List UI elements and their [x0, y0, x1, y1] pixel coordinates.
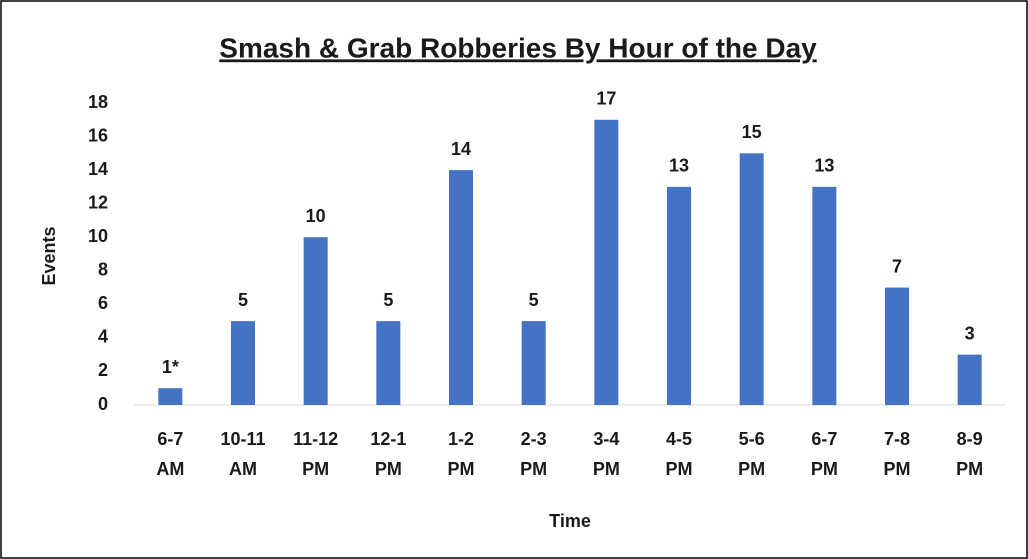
- data-label: 5: [238, 290, 248, 310]
- chart-title: Smash & Grab Robberies By Hour of the Da…: [219, 32, 817, 63]
- x-tick-label: 6-7 PM: [811, 429, 838, 479]
- x-tick-label: 10-11 AM: [220, 429, 265, 479]
- y-tick-label: 16: [88, 125, 108, 145]
- x-tick-label: 8-9 PM: [956, 429, 983, 479]
- x-tick-label-line: PM: [956, 459, 983, 479]
- bar: [303, 237, 328, 405]
- x-tick-label-line: 1-2: [448, 429, 474, 449]
- x-tick-label: 12-1 PM: [370, 429, 406, 479]
- x-tick-label: 4-5 PM: [666, 429, 693, 479]
- y-tick-label: 10: [88, 226, 108, 246]
- data-label: 5: [529, 290, 539, 310]
- x-tick-label-line: AM: [156, 459, 184, 479]
- bar: [158, 388, 183, 405]
- x-tick-label-line: 10-11: [220, 429, 265, 449]
- data-label: 17: [596, 89, 616, 109]
- y-tick-label: 18: [88, 92, 108, 112]
- x-tick-label-line: 11-12: [293, 429, 338, 449]
- y-tick-label: 6: [98, 293, 108, 313]
- y-axis-label: Events: [39, 226, 59, 285]
- bar: [594, 119, 619, 406]
- x-tick-label: 7-8 PM: [884, 429, 911, 479]
- bar: [376, 321, 401, 405]
- bar: [521, 321, 546, 405]
- bar: [812, 186, 837, 405]
- data-label: 14: [451, 139, 471, 159]
- x-tick-label-line: 6-7: [811, 429, 837, 449]
- x-tick-label-line: AM: [229, 459, 257, 479]
- x-tick-label-line: 3-4: [593, 429, 619, 449]
- x-tick-label-line: 2-3: [521, 429, 547, 449]
- x-tick-label-line: PM: [884, 459, 911, 479]
- x-tick-label: 6-7 AM: [156, 429, 184, 479]
- y-tick-label: 2: [98, 360, 108, 380]
- bar: [957, 354, 982, 405]
- x-tick-label-line: 7-8: [884, 429, 910, 449]
- x-tick-label-line: 8-9: [957, 429, 983, 449]
- x-tick-label-line: PM: [811, 459, 838, 479]
- x-tick-label-line: PM: [448, 459, 475, 479]
- y-tick-label: 0: [98, 394, 108, 414]
- x-axis-label: Time: [549, 511, 591, 531]
- x-tick-label-line: PM: [593, 459, 620, 479]
- x-tick-label-line: PM: [666, 459, 693, 479]
- x-tick-label: 2-3 PM: [520, 429, 547, 479]
- data-label: 13: [814, 156, 834, 176]
- x-tick-label-line: PM: [738, 459, 765, 479]
- x-tick-label-line: 5-6: [739, 429, 765, 449]
- x-tick-label-line: PM: [375, 459, 402, 479]
- bar: [885, 287, 909, 405]
- data-label: 15: [742, 122, 762, 142]
- x-tick-label: 11-12 PM: [293, 429, 338, 479]
- data-label: 13: [669, 156, 689, 176]
- x-tick-label-line: 4-5: [666, 429, 692, 449]
- x-tick-label: 1-2 PM: [448, 429, 475, 479]
- x-tick-label-line: PM: [302, 459, 329, 479]
- data-label: 1*: [162, 357, 179, 377]
- x-tick-label-line: PM: [520, 459, 547, 479]
- y-tick-label: 14: [88, 159, 108, 179]
- x-tick-label: 3-4 PM: [593, 429, 620, 479]
- data-label: 7: [892, 256, 902, 276]
- data-label: 3: [965, 323, 975, 343]
- data-label: 10: [306, 206, 326, 226]
- bar: [449, 170, 473, 405]
- x-tick-label-line: 6-7: [157, 429, 183, 449]
- bar: [739, 153, 764, 405]
- x-tick-label-line: 12-1: [370, 429, 406, 449]
- bar: [667, 186, 691, 405]
- y-tick-label: 8: [98, 260, 108, 280]
- x-tick-label: 5-6 PM: [738, 429, 765, 479]
- y-tick-label: 12: [88, 192, 108, 212]
- bar: [231, 321, 255, 405]
- data-label: 5: [383, 290, 393, 310]
- y-tick-label: 4: [98, 327, 108, 347]
